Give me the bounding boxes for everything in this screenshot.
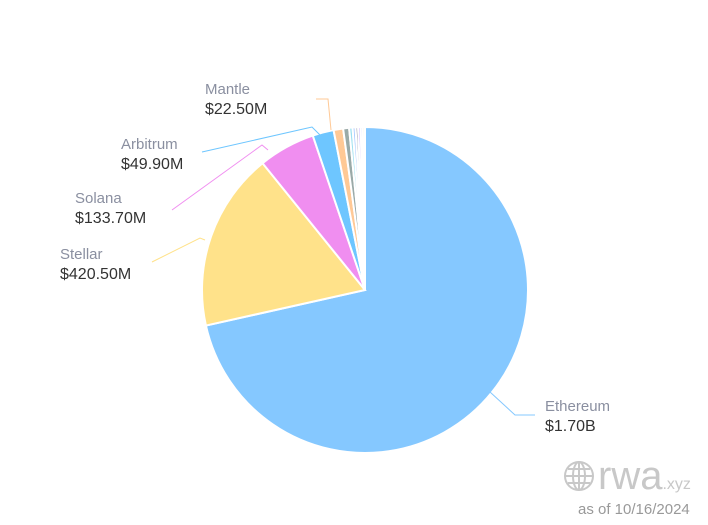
label-solana: Solana $133.70M <box>75 189 146 229</box>
slice-name: Solana <box>75 190 122 207</box>
slice-value: $420.50M <box>60 266 132 283</box>
slice-value: $22.50M <box>205 101 268 118</box>
label-mantle: Mantle $22.50M <box>205 80 267 120</box>
label-stellar: Stellar $420.50M <box>60 245 131 285</box>
globe-icon <box>564 461 594 491</box>
as-of-date: as of 10/16/2024 <box>578 501 690 518</box>
leader-mantle <box>316 98 332 131</box>
rwa-logo: rwa .xyz <box>563 454 691 498</box>
leader-arbitrum <box>201 126 321 153</box>
brand-tld: .xyz <box>662 476 691 493</box>
pie-slice[interactable] <box>361 125 366 291</box>
slice-value: $133.70M <box>75 210 147 227</box>
slice-value: $1.70B <box>545 418 596 435</box>
leader-stellar <box>151 237 206 263</box>
slice-name: Stellar <box>60 246 103 263</box>
slice-name: Ethereum <box>545 398 611 415</box>
label-ethereum: Ethereum $1.70B <box>545 397 610 437</box>
leader-ethereum <box>489 391 535 416</box>
label-arbitrum: Arbitrum $49.90M <box>121 135 183 175</box>
brand-name: rwa <box>598 454 663 498</box>
pie-slice-ethereum[interactable] <box>204 125 529 454</box>
leader-solana <box>171 144 269 211</box>
slice-name: Arbitrum <box>121 136 178 153</box>
slice-name: Mantle <box>205 81 251 98</box>
pie-slice-stellar[interactable] <box>201 161 367 327</box>
slice-value: $49.90M <box>121 156 184 173</box>
